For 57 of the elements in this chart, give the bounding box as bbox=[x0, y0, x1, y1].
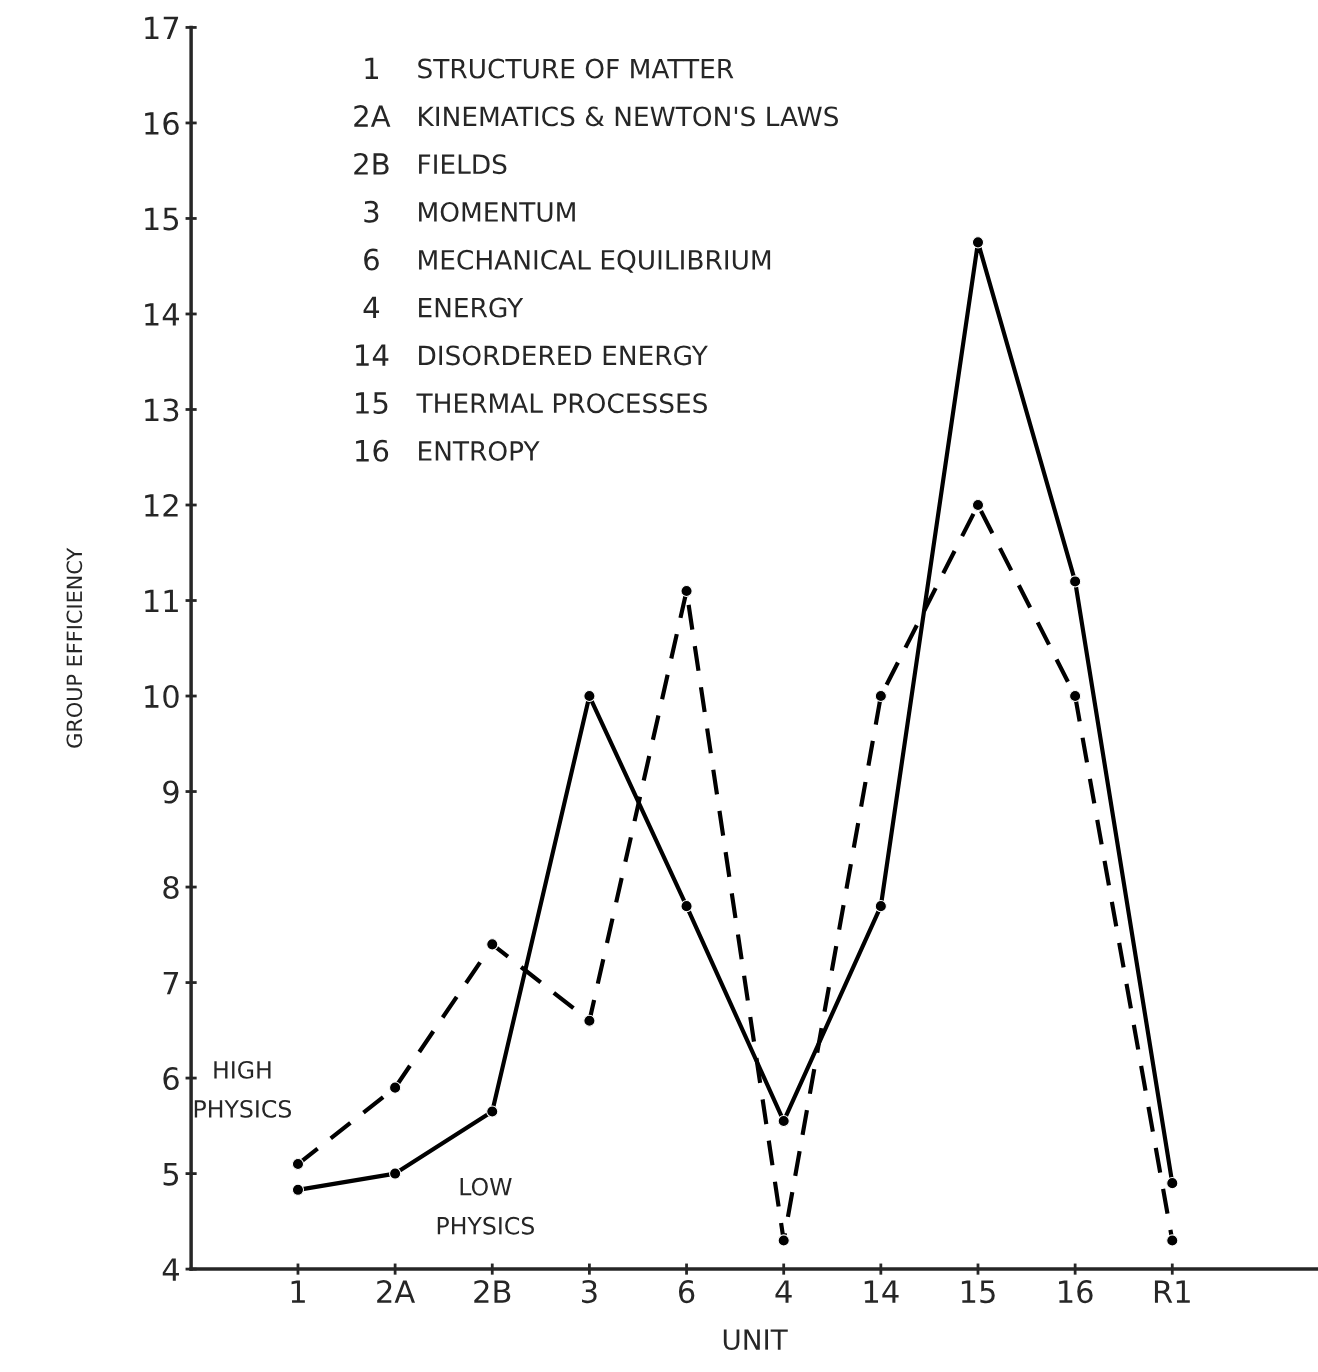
text: 4 ENERGY bbox=[363, 296, 524, 318]
x-tick-label: 14 bbox=[864, 1280, 899, 1303]
y-tick-label: 13 bbox=[145, 398, 179, 422]
point bbox=[777, 1234, 790, 1247]
annotation: 2A KINEMATICS & NEWTON'S LAWS bbox=[354, 105, 838, 127]
y-axis-title: GROUP EFFICIENCY bbox=[66, 547, 83, 748]
point bbox=[680, 900, 693, 913]
point bbox=[874, 689, 887, 703]
point bbox=[1069, 575, 1082, 588]
point bbox=[971, 236, 985, 249]
y-tick-label: 9 bbox=[163, 780, 179, 804]
point bbox=[777, 1114, 790, 1128]
point bbox=[971, 498, 985, 512]
y-tick-label: 7 bbox=[163, 971, 179, 995]
x-tick-label: 1 bbox=[291, 1280, 305, 1303]
text: 6 MECHANICAL EQUILIBRIUM bbox=[364, 248, 771, 273]
point bbox=[486, 938, 499, 951]
y-tick-label: 5 bbox=[163, 1162, 179, 1186]
annotation: 15 THERMAL PROCESSES bbox=[356, 392, 707, 414]
text: 1 STRUCTURE OF MATTER bbox=[365, 57, 734, 79]
annotation: 14 DISORDERED ENERGY bbox=[356, 344, 708, 366]
point bbox=[680, 584, 693, 598]
y-tick-label: 14 bbox=[145, 303, 179, 326]
x-tick-label: 6 bbox=[678, 1280, 695, 1304]
y-tick-label: 4 bbox=[162, 1258, 179, 1281]
y-tick-label: 15 bbox=[145, 207, 179, 231]
y-tick-label: 17 bbox=[145, 16, 179, 40]
point bbox=[874, 900, 887, 913]
y-tick-label: 16 bbox=[145, 111, 179, 135]
point bbox=[389, 1167, 402, 1180]
series-label: LOW PHYSICS bbox=[437, 1177, 534, 1235]
x-axis-title: UNIT bbox=[723, 1329, 788, 1351]
y-tick-label: 12 bbox=[145, 493, 178, 517]
y-tick-label: 11 bbox=[145, 589, 178, 613]
x-tick-label: 16 bbox=[1059, 1280, 1093, 1304]
text: 3 MOMENTUM bbox=[364, 200, 575, 223]
point bbox=[291, 1157, 305, 1171]
x-tick-label: 2A bbox=[377, 1280, 416, 1303]
annotation: 2B FIELDS bbox=[354, 152, 507, 175]
point bbox=[1166, 1177, 1179, 1190]
y-tick-label: 6 bbox=[163, 1067, 179, 1091]
point bbox=[583, 689, 596, 703]
point bbox=[1166, 1234, 1179, 1247]
x-tick-label: 15 bbox=[961, 1280, 995, 1304]
point bbox=[1069, 689, 1082, 703]
x-tick-label: 3 bbox=[582, 1280, 597, 1304]
point bbox=[389, 1081, 402, 1094]
x-tick-label: R1 bbox=[1154, 1280, 1190, 1303]
point bbox=[486, 1105, 499, 1118]
point bbox=[291, 1183, 305, 1196]
x-tick-label: 4 bbox=[775, 1280, 792, 1303]
y-tick-label: 8 bbox=[163, 875, 179, 900]
x-tick-label: 2B bbox=[474, 1280, 511, 1303]
series-label: HIGH PHYSICS bbox=[194, 1060, 292, 1118]
y-tick-label: 10 bbox=[145, 684, 179, 709]
point bbox=[583, 1014, 596, 1027]
annotation: 16 ENTROPY bbox=[356, 439, 540, 462]
